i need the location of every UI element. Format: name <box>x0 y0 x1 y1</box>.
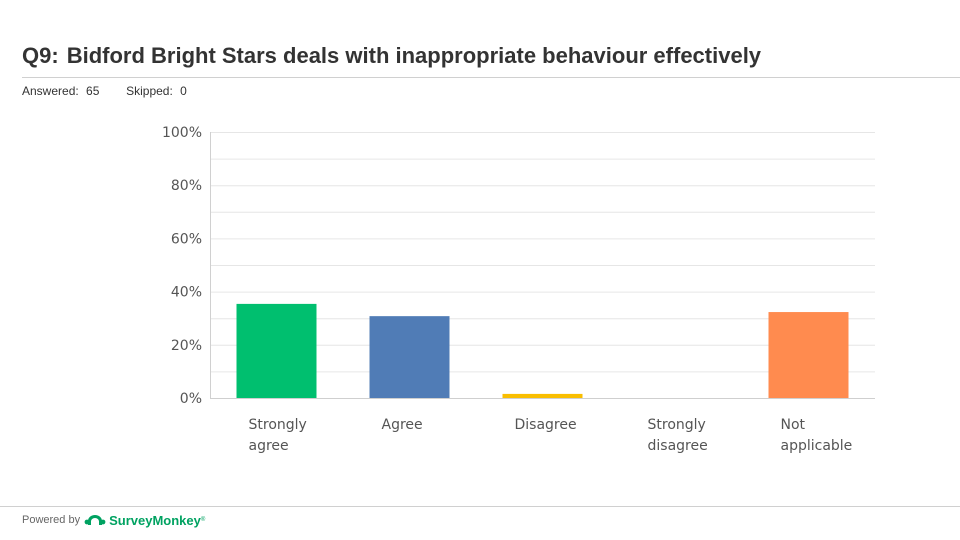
question-header: Q9: Bidford Bright Stars deals with inapp… <box>22 43 960 69</box>
answered-value: 65 <box>86 84 100 98</box>
response-stats: Answered: 65 Skipped: 0 <box>22 84 191 98</box>
y-axis: 0% 20% 40% 60% 80% 100% <box>162 125 211 407</box>
bar[interactable] <box>369 316 450 398</box>
powered-by-text: Powered by <box>22 514 81 526</box>
bar-chart: 0% 20% 40% 60% 80% 100% Strongly agree Agree Dis… <box>162 125 875 454</box>
surveymonkey-icon <box>84 515 106 525</box>
x-axis: Strongly agree Agree Disagree Strongly disagr… <box>210 398 875 454</box>
footer-divider <box>0 506 960 507</box>
header-divider <box>22 77 960 78</box>
skipped-value: 0 <box>180 84 187 98</box>
y-tick-label: 20% <box>171 338 202 354</box>
y-tick-label: 0% <box>180 391 202 407</box>
x-category-label: Strongly disagree <box>648 417 708 454</box>
bar[interactable] <box>502 393 583 398</box>
y-tick-label: 40% <box>171 285 202 301</box>
bar[interactable] <box>768 312 849 398</box>
question-number: Q9: <box>22 43 59 68</box>
question-text: Bidford Bright Stars deals with inapprop… <box>66 43 762 68</box>
y-tick-label: 100% <box>162 125 202 141</box>
x-category-label: Strongly agree <box>249 417 307 454</box>
answered-label: Answered: <box>22 84 79 98</box>
chart-bars <box>236 303 849 398</box>
x-category-label: Not applicable <box>781 417 853 454</box>
y-tick-label: 60% <box>171 231 202 247</box>
x-category-label: Disagree <box>515 417 577 433</box>
footer: Powered by SurveyMonkey ® <box>22 512 205 528</box>
chart-gridlines <box>210 132 875 373</box>
surveymonkey-logo[interactable]: SurveyMonkey ® <box>84 512 205 528</box>
y-tick-label: 80% <box>171 178 202 194</box>
bar[interactable] <box>236 303 317 398</box>
brand-name: SurveyMonkey <box>109 512 201 528</box>
skipped-label: Skipped: <box>126 84 173 98</box>
x-category-label: Agree <box>382 417 423 433</box>
brand-mark: ® <box>200 517 206 523</box>
question-title: Q9: Bidford Bright Stars deals with inapp… <box>22 43 960 69</box>
